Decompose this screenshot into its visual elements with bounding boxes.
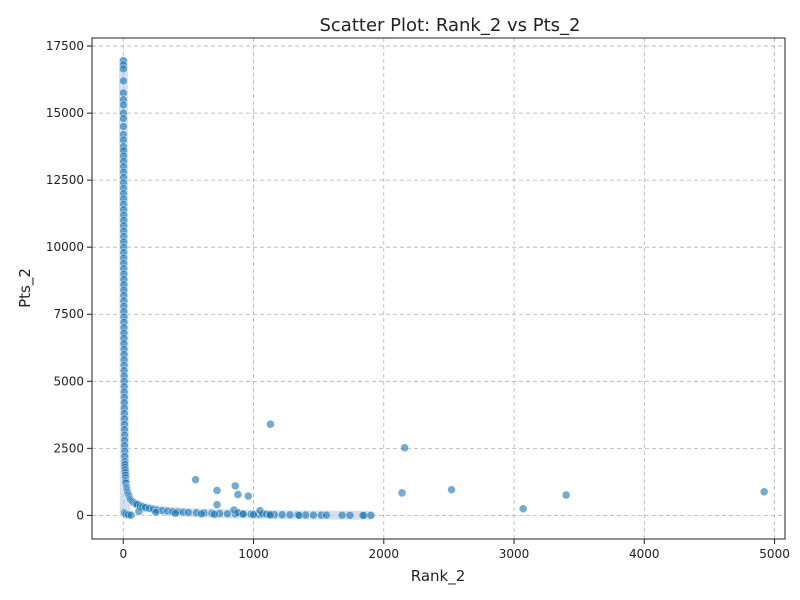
data-point bbox=[119, 100, 128, 110]
x-tick-label: 5000 bbox=[759, 547, 790, 561]
data-point bbox=[322, 510, 331, 520]
data-point bbox=[266, 510, 275, 520]
data-point bbox=[230, 481, 240, 491]
y-tick-label: 5000 bbox=[53, 374, 84, 388]
data-point bbox=[212, 486, 222, 495]
x-tick-label: 4000 bbox=[629, 547, 660, 561]
x-tick-label: 1000 bbox=[238, 547, 269, 561]
data-point bbox=[249, 510, 258, 519]
data-point bbox=[126, 510, 136, 520]
data-point bbox=[210, 510, 219, 519]
data-point bbox=[447, 485, 456, 494]
data-point bbox=[119, 76, 128, 86]
data-point bbox=[277, 510, 287, 520]
y-tick-label: 17500 bbox=[46, 39, 84, 53]
y-tick-label: 2500 bbox=[53, 441, 84, 455]
y-tick-label: 7500 bbox=[53, 307, 84, 321]
data-point bbox=[238, 509, 248, 519]
data-point bbox=[518, 504, 528, 513]
x-axis-ticks: 0 1000 2000 3000 4000 5000 bbox=[119, 539, 790, 561]
data-point bbox=[337, 510, 347, 520]
data-point bbox=[197, 509, 206, 519]
y-axis-ticks: 0 2500 5000 7500 10000 12500 15000 17500 bbox=[46, 39, 92, 522]
y-tick-label: 15000 bbox=[46, 106, 84, 120]
data-point bbox=[191, 475, 200, 485]
y-tick-label: 0 bbox=[76, 508, 84, 522]
data-point bbox=[358, 511, 368, 520]
data-point bbox=[759, 487, 769, 497]
data-point bbox=[400, 443, 409, 453]
data-point bbox=[119, 122, 128, 131]
y-tick-label: 12500 bbox=[46, 173, 84, 187]
data-point bbox=[561, 490, 571, 500]
x-axis-label: Rank_2 bbox=[411, 567, 466, 586]
data-point bbox=[119, 114, 128, 123]
data-point bbox=[151, 507, 161, 517]
x-tick-label: 0 bbox=[119, 547, 127, 561]
data-point bbox=[244, 491, 253, 501]
x-tick-label: 2000 bbox=[369, 547, 400, 561]
data-point bbox=[294, 511, 304, 520]
y-tick-label: 10000 bbox=[46, 240, 84, 254]
data-point bbox=[184, 508, 193, 517]
data-point bbox=[397, 488, 407, 498]
data-point bbox=[119, 64, 128, 74]
data-point bbox=[266, 419, 275, 429]
x-tick-label: 3000 bbox=[499, 547, 530, 561]
data-point bbox=[212, 500, 222, 509]
data-point bbox=[345, 510, 355, 520]
data-point bbox=[366, 511, 376, 520]
data-points bbox=[119, 56, 769, 520]
data-point bbox=[171, 508, 180, 518]
data-point bbox=[233, 490, 243, 499]
data-point bbox=[285, 510, 295, 520]
plot-frame bbox=[91, 37, 786, 540]
data-point bbox=[134, 507, 144, 516]
data-point bbox=[309, 510, 318, 520]
y-axis-label: Pts_2 bbox=[16, 268, 35, 308]
chart-title: Scatter Plot: Rank_2 vs Pts_2 bbox=[319, 15, 580, 36]
